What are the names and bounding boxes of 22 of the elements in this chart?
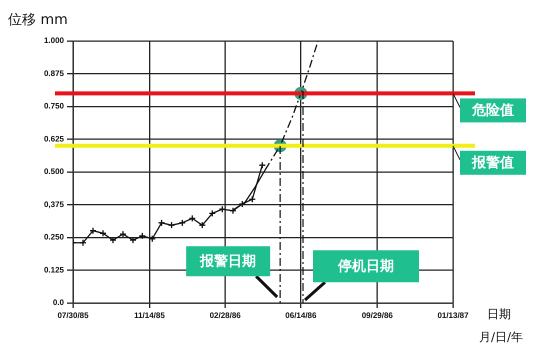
y-tick-label: 0.0 (52, 298, 65, 308)
x-tick-label: 07/30/85 (57, 311, 90, 320)
y-tick-label: 0.125 (44, 265, 65, 274)
ref-line-label: 报警日期 (199, 253, 256, 270)
ref-line-label: 危险值 (471, 102, 514, 118)
x-tick-label: 11/14/85 (134, 311, 166, 320)
y-tick-label: 0,375 (44, 200, 65, 209)
y-tick-label: 0.625 (44, 134, 65, 144)
x-tick-label: 01/13/87 (437, 311, 470, 320)
y-axis-title: 位移 mm (8, 12, 68, 28)
x-tick-label: 09/29/86 (362, 311, 394, 320)
ref-line-label: 报警值 (471, 154, 514, 171)
x-tick-label: 06/14/86 (285, 311, 317, 320)
x-axis-title: 日期 (487, 307, 511, 321)
y-tick-label: 0.500 (44, 167, 65, 176)
ref-line-label: 停机日期 (337, 258, 394, 274)
x-tick-label: 02/28/86 (210, 311, 242, 320)
y-tick-label: 0.250 (44, 232, 65, 242)
text: 月/日/年 (479, 330, 524, 344)
y-tick-label: 0.750 (44, 102, 65, 111)
y-tick-label: 1.000 (44, 36, 65, 46)
y-tick-label: 0.875 (44, 68, 65, 78)
